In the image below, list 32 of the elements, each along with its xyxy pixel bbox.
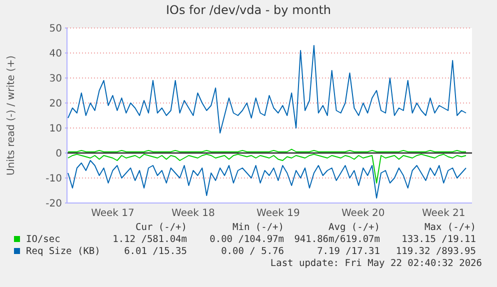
x-tick-label: Week 17 (91, 208, 134, 219)
text: 7.19 /17.31 (317, 246, 380, 257)
text: 0.00 / 5.76 (221, 246, 284, 257)
line-series (68, 45, 466, 134)
text: 941.86m/619.07m (294, 234, 380, 245)
y-tick-label: 30 (49, 74, 62, 84)
text: Last update: Fri May 22 02:40:32 2026 (270, 258, 482, 269)
text: 133.15 /19.11 (402, 234, 476, 245)
y-tick-label: -10 (46, 174, 62, 184)
y-tick-label: 0 (56, 148, 62, 160)
line-series (68, 160, 466, 198)
y-tick-label: 20 (49, 98, 62, 110)
text: Max (-/+) (424, 222, 476, 233)
text: Avg (-/+) (328, 222, 380, 233)
text: 6.01 /15.35 (124, 246, 187, 257)
text: Min (-/+) (232, 222, 284, 233)
y-tick-label: 10 (49, 124, 62, 134)
x-tick-label: Week 18 (172, 208, 215, 219)
chart-title: IOs for /dev/vda - by month (166, 3, 332, 17)
text: 1.12 /581.04m (112, 234, 188, 245)
y-tick-label: 50 (49, 24, 62, 34)
x-tick-label: Week 19 (256, 208, 300, 219)
text: 119.32 /893.95 (396, 246, 476, 257)
x-tick-label: Week 21 (422, 208, 466, 219)
text: 0.00 /104.97m (210, 234, 284, 245)
y-tick-label: -20 (46, 198, 62, 210)
x-tick-label: Week 20 (341, 208, 385, 219)
y-tick-label: 40 (49, 48, 62, 60)
legend-label: IO/sec (26, 234, 60, 245)
legend-label: Req Size (KB) (26, 246, 100, 257)
y-axis-title: Units read (-) / write (+) (6, 55, 17, 176)
text: Cur (-/+) (136, 222, 187, 233)
